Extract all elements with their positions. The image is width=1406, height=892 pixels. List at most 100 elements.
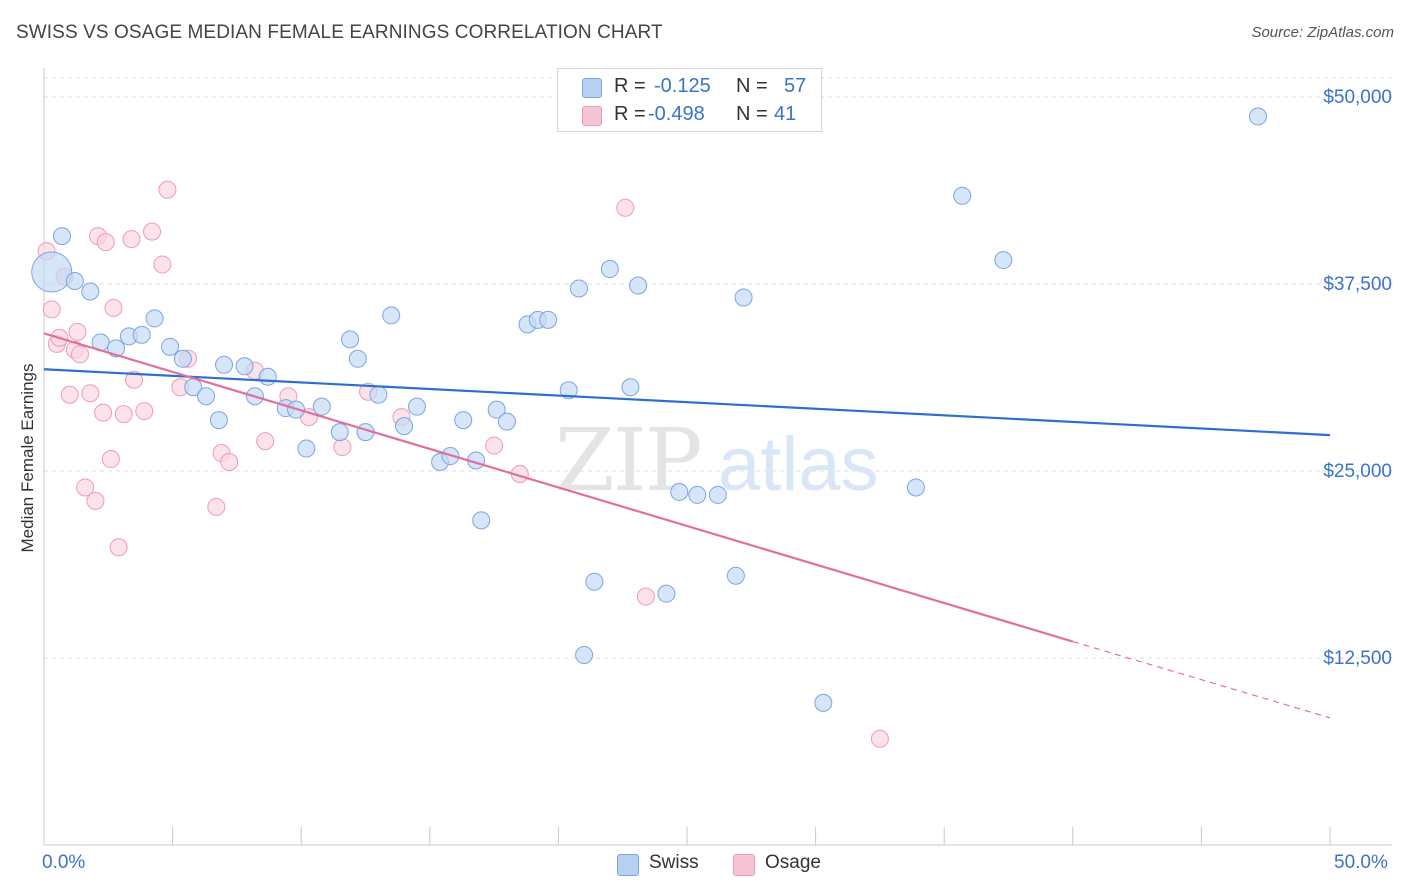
osage-point [114,405,133,424]
trend-lines [43,332,1331,719]
osage-point [104,298,123,317]
swiss-point [994,251,1013,270]
swiss-point [497,412,516,431]
osage-point [94,403,113,422]
swiss-point [726,566,745,585]
osage-point [153,255,172,274]
bottom-legend-label-osage: Osage [765,852,821,873]
y-tick-label-3: $50,000 [1323,87,1392,108]
watermark-atlas: atlas [718,422,879,507]
swiss-point [145,309,164,328]
source-credit: Source: ZipAtlas.com [1251,24,1394,41]
osage-point [636,587,655,606]
osage-point [207,497,226,516]
legend-n-value: 41 [774,103,797,125]
swiss-point [734,288,753,307]
swiss-point [330,423,349,442]
osage-point [68,322,87,341]
swiss-point [657,584,676,603]
legend-r-label: R = [614,75,646,97]
x-tick-label-min: 0.0% [42,852,86,873]
osage-point [485,436,504,455]
data-points [31,107,1267,748]
osage-point [109,538,128,557]
osage-point [135,402,154,421]
legend-swatch-swiss [582,78,602,98]
y-tick-label-0: $12,500 [1323,648,1392,669]
swiss-point [215,355,234,374]
swiss-point [454,411,473,430]
legend-row-osage: R = -0.498 N = 41 [558,101,821,129]
legend-n-label: N = [736,103,768,125]
swiss-point [559,381,578,400]
osage-point [333,438,352,457]
swiss-point [312,397,331,416]
osage-point [101,450,120,469]
swiss-point [1248,107,1267,126]
swiss-point [670,482,689,501]
bottom-legend-label-swiss: Swiss [649,852,699,873]
swiss-point [487,400,506,419]
osage-point [122,230,141,249]
swiss-point [161,337,180,356]
osage-point [42,300,61,319]
y-tick-label-1: $25,000 [1323,461,1392,482]
legend-row-swiss: R = -0.125 N = 57 [558,73,821,101]
osage-point [143,222,162,241]
stats-legend: R = -0.125 N = 57 R = -0.498 N = 41 [557,68,822,132]
swiss-point [814,693,833,712]
osage-point [60,385,79,404]
chart-title: SWISS VS OSAGE MEDIAN FEMALE EARNINGS CO… [16,22,663,43]
y-tick-labels: $12,500 $25,000 $37,500 $50,000 [1323,87,1392,669]
swiss-point [297,439,316,458]
swiss-point [197,387,216,406]
osage-point [86,491,105,510]
legend-n-label: N = [736,75,768,97]
swiss-point [65,272,84,291]
swiss-point [688,485,707,504]
swiss-point [348,349,367,368]
swiss-point [585,572,604,591]
swiss-point [629,276,648,295]
osage-point [96,233,115,252]
osage-point [158,180,177,199]
bottom-legend-swatch-swiss [617,854,639,876]
legend-r-value: -0.498 [648,103,705,125]
x-tick-label-max: 50.0% [1334,852,1388,873]
swiss-point [258,367,277,386]
swiss-trend-line [43,368,1331,437]
osage-point [616,198,635,217]
swiss-point [407,397,426,416]
swiss-point [953,186,972,205]
swiss-point [31,251,73,293]
swiss-point [81,282,100,301]
swiss-point [395,417,414,436]
osage-point [870,729,889,748]
swiss-point [132,325,151,344]
swiss-point [575,646,594,665]
swiss-point [235,357,254,376]
legend-r-value: -0.125 [654,75,711,97]
swiss-point [173,349,192,368]
swiss-point [382,306,401,325]
swiss-point [53,227,72,246]
legend-r-label: R = [614,103,646,125]
swiss-point [708,485,727,504]
osage-trend-extension [1072,640,1331,719]
osage-point [81,384,100,403]
osage-point [76,478,95,497]
swiss-point [369,385,388,404]
osage-point [220,453,239,472]
osage-point [125,370,144,389]
legend-swatch-osage [582,106,602,126]
osage-trend-line [43,332,1074,643]
legend-n-value: 57 [784,75,807,97]
osage-point [256,432,275,451]
bottom-legend-swatch-osage [733,854,755,876]
swiss-point [600,260,619,279]
swiss-point [569,279,588,298]
swiss-point [539,310,558,329]
swiss-point [209,411,228,430]
swiss-point [621,378,640,397]
